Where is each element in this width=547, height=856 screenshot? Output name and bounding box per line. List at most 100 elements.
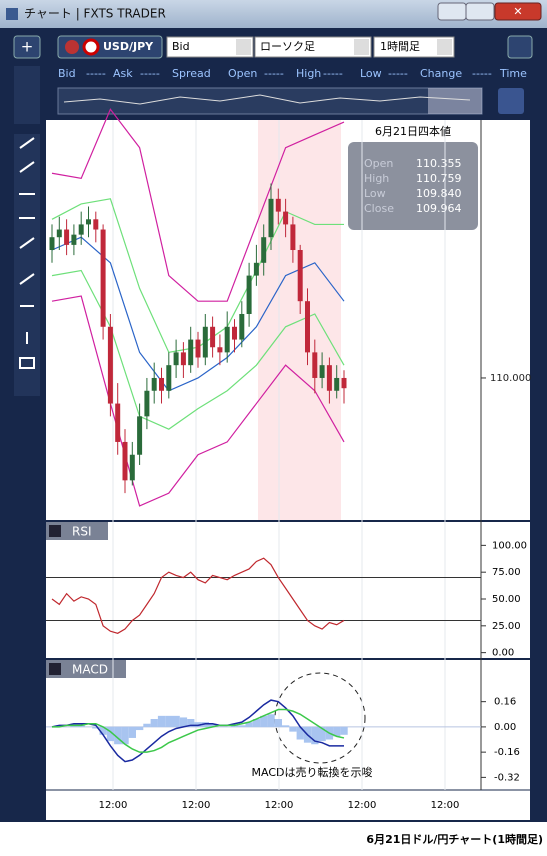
macd-title: MACD xyxy=(72,663,108,677)
symbol-button[interactable] xyxy=(57,35,163,59)
histogram-bar xyxy=(209,723,217,727)
header-label: Time xyxy=(499,67,527,80)
header-label: Bid xyxy=(58,67,76,80)
candle-body xyxy=(93,219,99,230)
candle-body xyxy=(210,326,216,348)
info-title: 6月21日四本値 xyxy=(375,124,451,138)
candle-body xyxy=(290,224,296,251)
candle-body xyxy=(202,326,208,358)
y-tick-label: 0.00 xyxy=(494,722,516,733)
candle-body xyxy=(151,377,157,391)
flag-jp xyxy=(82,38,100,56)
candle-body xyxy=(312,352,318,378)
candle-body xyxy=(49,237,55,251)
dd1 xyxy=(236,39,251,55)
histogram-bar xyxy=(150,719,158,727)
candle-body xyxy=(100,229,106,327)
close[interactable] xyxy=(494,2,542,21)
histogram-bar xyxy=(92,726,100,729)
navigator-line xyxy=(63,94,471,105)
signal-line xyxy=(52,708,345,753)
macd-tab xyxy=(46,660,126,678)
nav-button[interactable] xyxy=(498,88,524,114)
info-label: Low xyxy=(364,187,386,200)
navigator[interactable] xyxy=(57,87,483,115)
histogram-bar xyxy=(245,722,253,727)
timeframe: 1時間足 xyxy=(380,40,420,53)
maximize[interactable] xyxy=(465,2,495,21)
add-button[interactable] xyxy=(13,35,41,59)
macd-line xyxy=(51,699,344,763)
candle-body xyxy=(78,224,84,235)
candle-body xyxy=(56,229,62,238)
time-label: 12:00 xyxy=(265,800,294,811)
candle-body xyxy=(188,339,194,366)
chart-type: ローソク足 xyxy=(260,40,315,53)
histogram-bar xyxy=(340,726,348,735)
candle-body xyxy=(224,326,230,353)
candle-body xyxy=(107,326,113,404)
header-label: ----- xyxy=(264,67,284,80)
candle-body xyxy=(166,365,172,391)
tool-icons xyxy=(19,137,35,369)
histogram-bar xyxy=(282,725,290,727)
info-box xyxy=(348,142,478,230)
price-type: Bid xyxy=(172,40,190,53)
highlight-circle xyxy=(274,672,366,764)
histogram-bar xyxy=(114,726,122,745)
histogram-bar xyxy=(136,726,144,731)
histogram-bar xyxy=(143,723,151,727)
histogram-bar xyxy=(99,726,107,735)
candle-body xyxy=(268,198,274,238)
candle-body xyxy=(173,352,179,366)
header-label: Spread xyxy=(172,67,211,80)
candle-body xyxy=(261,237,267,263)
info-label: Close xyxy=(364,202,394,215)
overlay-line xyxy=(51,295,345,507)
add-icon: + xyxy=(21,38,34,56)
candle-body xyxy=(275,198,281,212)
histogram-bar xyxy=(296,726,304,740)
histogram-bar xyxy=(333,726,341,737)
histogram-bar xyxy=(252,719,261,727)
tools-2 xyxy=(14,134,40,396)
histogram-bar xyxy=(106,726,115,742)
detach-button[interactable] xyxy=(507,35,533,59)
timeframe-select[interactable] xyxy=(373,36,455,58)
candle-body xyxy=(71,234,77,245)
candle-body xyxy=(283,211,289,225)
candle-body xyxy=(86,219,91,225)
annotation: MACDは売り転換を示唆 xyxy=(252,765,373,779)
histogram-bar xyxy=(201,722,209,727)
close-x: ✕ xyxy=(513,5,522,18)
info-value: 110.759 xyxy=(416,172,462,185)
candle-body xyxy=(122,441,128,481)
macd-close[interactable] xyxy=(49,663,61,675)
rsi-tab xyxy=(46,522,108,540)
info-label: High xyxy=(364,172,389,185)
y-tick-label: 100.00 xyxy=(492,540,527,551)
rsi-close[interactable] xyxy=(49,525,61,537)
price-type-select[interactable] xyxy=(166,36,254,58)
header-label: Low xyxy=(360,67,382,80)
dd2 xyxy=(354,39,369,55)
minimize[interactable] xyxy=(437,2,467,21)
header-label: Open xyxy=(228,67,257,80)
candle-body xyxy=(144,390,150,417)
time-label: 12:00 xyxy=(182,800,211,811)
candle-body xyxy=(64,229,70,245)
histogram-bar xyxy=(179,717,188,727)
histogram-bar xyxy=(289,726,297,732)
y-tick-label: -0.16 xyxy=(494,747,520,758)
y-tick-label: 25.00 xyxy=(492,621,521,632)
chart-type-select[interactable] xyxy=(254,36,372,58)
histogram-bar xyxy=(165,715,173,727)
caption-area xyxy=(0,822,547,852)
histogram-bar xyxy=(128,726,136,738)
candle-body xyxy=(341,377,347,389)
navigator-window xyxy=(428,88,482,114)
candle-body xyxy=(115,403,121,442)
header-label: Change xyxy=(420,67,462,80)
